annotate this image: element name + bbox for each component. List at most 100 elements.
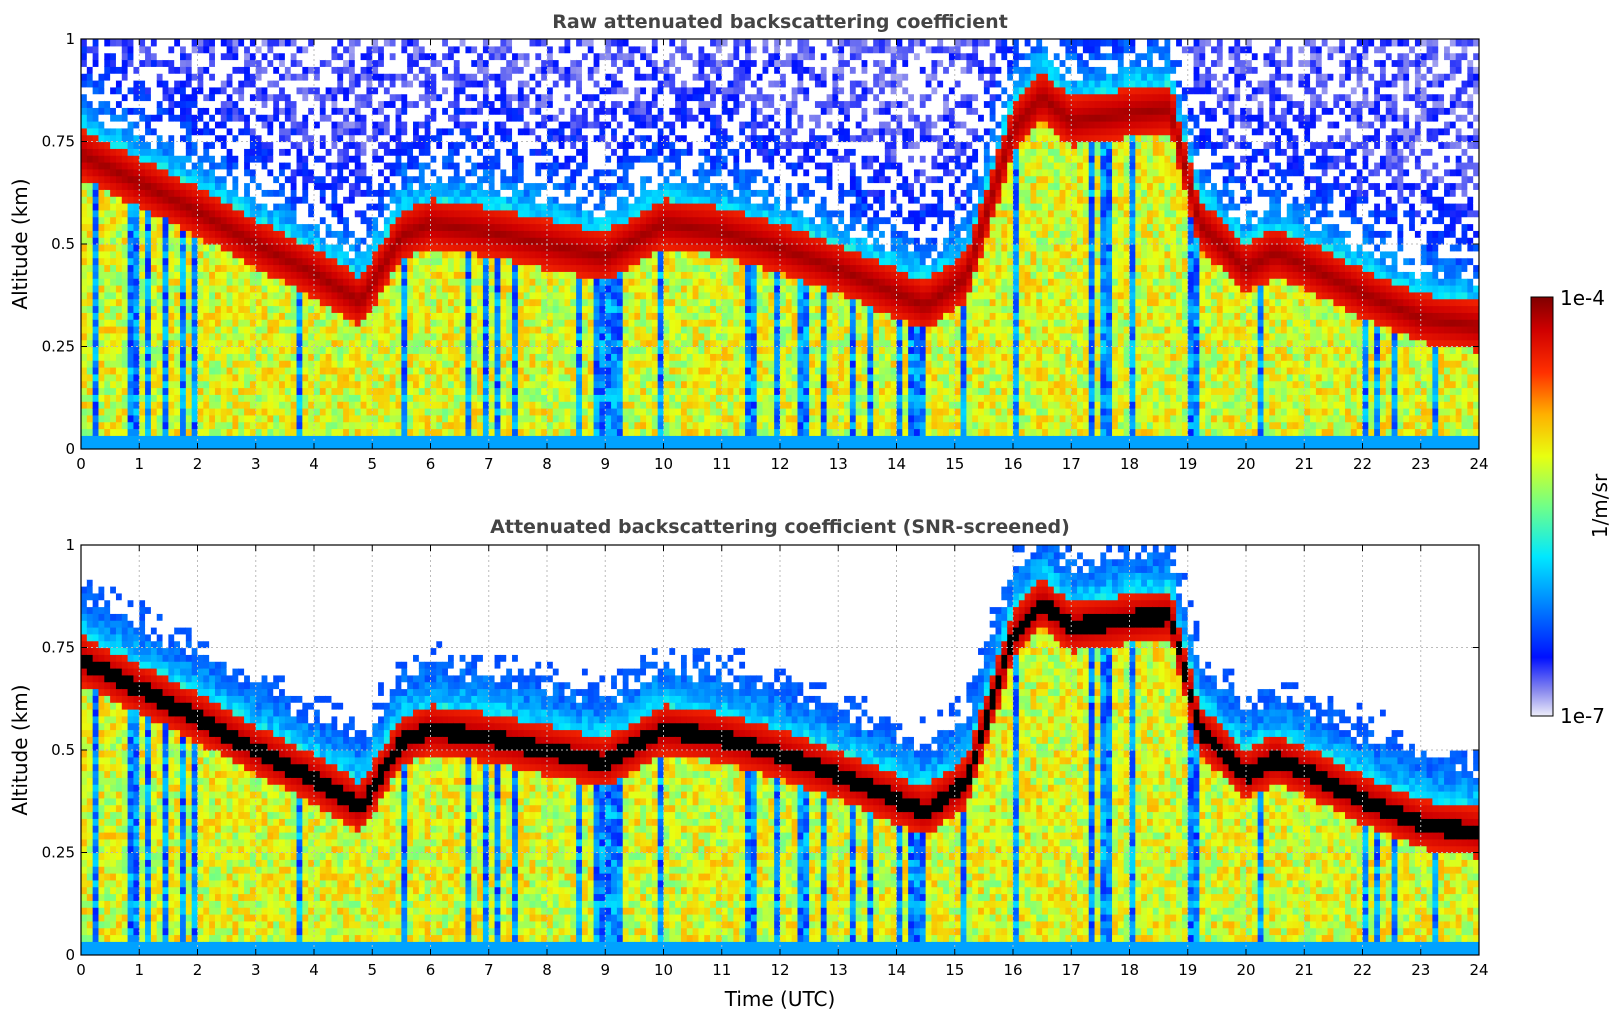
heatmap-cell [331,66,338,74]
heatmap-cell [366,168,373,177]
heatmap-cell [506,332,513,341]
heatmap-cell [465,244,472,252]
heatmap-cell [226,223,234,231]
heatmap-cell [552,93,560,102]
heatmap-cell [220,141,228,149]
heatmap-cell [197,346,204,354]
heatmap-cell [314,414,321,423]
heatmap-cell [372,45,379,54]
heatmap-cell [244,39,251,47]
heatmap-cell [407,100,414,108]
heatmap-cell [115,127,123,136]
heatmap-cell [436,346,443,354]
heatmap-cell [413,339,420,348]
heatmap-cell [430,86,437,95]
heatmap-cell [261,421,268,430]
heatmap-cell [214,93,222,102]
heatmap-cell [354,189,362,197]
heatmap-cell [506,367,513,375]
heatmap-cell [547,428,554,436]
heatmap-cell [104,319,111,327]
heatmap-cell [453,414,461,423]
heatmap-cell [465,435,472,443]
heatmap-cell [279,442,286,449]
heatmap-cell [110,312,117,320]
heatmap-cell [203,421,210,430]
heatmap-cell [372,442,379,449]
heatmap-cell [407,114,414,122]
heatmap-cell [314,278,321,286]
heatmap-cell [86,175,94,184]
heatmap-cell [232,428,239,436]
heatmap-cell [203,435,210,443]
heatmap-cell [500,312,507,320]
heatmap-cell [529,121,536,129]
heatmap-cell [145,107,152,115]
heatmap-cell [133,127,140,136]
heatmap-cell [197,435,204,443]
heatmap-cell [494,264,501,272]
heatmap-cell [191,189,199,197]
heatmap-cell [512,39,519,47]
heatmap-cell [459,380,467,389]
heatmap-cell [372,408,379,416]
heatmap-cell [343,367,350,375]
heatmap-cell [115,175,123,184]
heatmap-cell [401,59,408,67]
heatmap-cell [197,250,204,259]
heatmap-cell [249,162,257,170]
heatmap-cell [383,250,391,259]
heatmap-cell [104,80,111,88]
heatmap-cell [185,209,193,218]
heatmap-cell [424,339,432,348]
heatmap-cell [209,162,216,170]
heatmap-cell [512,312,519,320]
heatmap-cell [488,394,496,402]
heatmap-cell [92,209,100,218]
heatmap-cell [98,121,105,129]
heatmap-cell [401,264,408,272]
heatmap-cell [180,189,187,197]
heatmap-cell [436,442,443,449]
heatmap-cell [302,278,309,286]
heatmap-cell [395,332,402,341]
heatmap-cell [418,134,426,143]
heatmap-cell [249,203,257,211]
heatmap-cell [477,394,484,402]
heatmap-cell [413,244,420,252]
heatmap-cell [214,312,222,320]
heatmap-cell [290,428,298,436]
heatmap-cell [302,428,309,436]
heatmap-cell [337,408,344,416]
heatmap-cell [552,100,560,108]
heatmap-cell [541,291,548,300]
heatmap-cell [162,291,169,300]
heatmap-cell [523,332,531,341]
heatmap-cell [343,162,350,170]
heatmap-cell [261,312,268,320]
heatmap-cell [331,59,338,67]
heatmap-cell [343,373,350,382]
heatmap-cell [319,319,327,327]
heatmap-cell [296,148,303,156]
heatmap-cell [529,107,536,115]
heatmap-cell [255,394,263,402]
heatmap-cell [482,339,490,348]
heatmap-cell [255,107,263,115]
heatmap-cell [302,264,309,272]
heatmap-cell [273,353,280,361]
heatmap-cell [360,100,368,108]
heatmap-cell [290,401,298,409]
heatmap-cell [506,414,513,423]
heatmap-cell [150,346,158,354]
heatmap-cell [145,86,152,95]
heatmap-cell [244,326,251,334]
heatmap-cell [459,45,467,54]
heatmap-cell [197,162,204,170]
heatmap-cell [220,326,228,334]
heatmap-cell [220,203,228,211]
heatmap-cell [535,435,542,443]
heatmap-cell [413,216,420,225]
heatmap-cell [325,223,333,231]
heatmap-cell [162,209,169,218]
